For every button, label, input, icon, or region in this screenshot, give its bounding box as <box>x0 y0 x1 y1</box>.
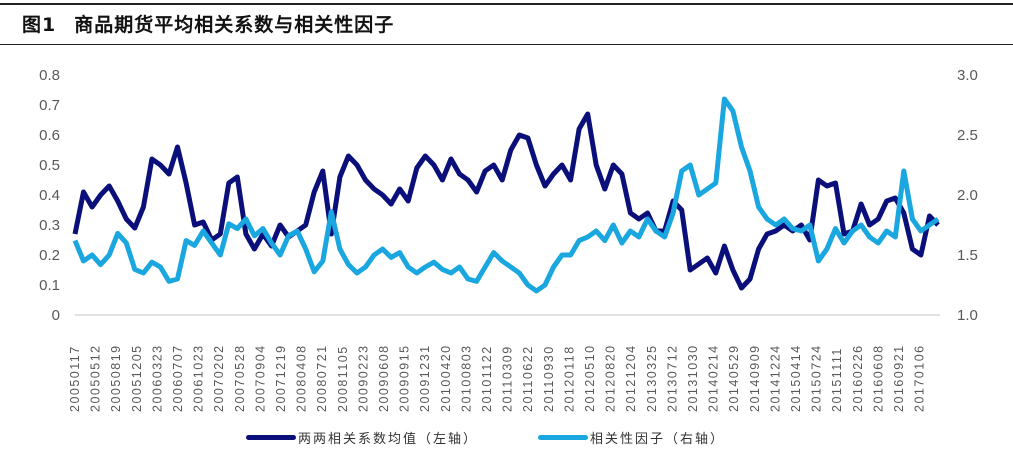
x-tick-label: 20090608 <box>377 344 391 412</box>
x-tick-label: 20090915 <box>398 344 412 412</box>
x-tick-label: 20080721 <box>315 344 329 412</box>
x-tick-label: 20051205 <box>130 344 144 412</box>
x-tick-label: 20100803 <box>459 344 473 412</box>
x-tick-label: 20150724 <box>810 344 824 412</box>
x-tick-label: 20141224 <box>768 344 782 412</box>
chart-title: 图1 商品期货平均相关系数与相关性因子 <box>22 10 394 37</box>
x-tick-label: 20110309 <box>501 345 515 412</box>
x-tick-label: 20091231 <box>418 344 432 412</box>
left-y-tick: 0.8 <box>39 67 60 84</box>
left-y-tick: 0 <box>52 307 60 324</box>
x-tick-label: 20070202 <box>212 344 226 412</box>
x-tick-label: 20080408 <box>295 344 309 412</box>
x-tick-label: 20070904 <box>253 344 267 412</box>
legend-swatch-light-blue <box>538 435 588 440</box>
x-tick-label: 20110622 <box>521 345 535 412</box>
right-y-tick: 1.0 <box>957 307 978 324</box>
x-tick-label: 20150414 <box>789 344 803 412</box>
right-y-axis: 1.0 1.5 2.0 2.5 3.0 <box>957 67 978 324</box>
legend-item-correlation-factor: 相关性因子（右轴） <box>538 428 725 447</box>
x-tick-label: 20101122 <box>480 345 494 412</box>
left-y-axis: 0 0.1 0.2 0.3 0.4 0.5 0.6 0.7 0.8 <box>39 67 60 324</box>
header-bottom-rule <box>0 44 1013 45</box>
x-tick-label: 20130325 <box>645 344 659 412</box>
legend-label: 两两相关系数均值（左轴） <box>298 432 479 447</box>
x-tick-label: 20120118 <box>562 345 576 412</box>
x-tick-label: 20170106 <box>913 344 927 412</box>
series-correlation-factor-line <box>72 96 940 294</box>
x-tick-label: 20081105 <box>336 345 350 412</box>
x-tick-label: 20060707 <box>171 344 185 412</box>
left-y-tick: 0.7 <box>39 97 60 114</box>
left-y-tick: 0.1 <box>39 277 60 294</box>
left-y-tick: 0.2 <box>39 247 60 264</box>
x-tick-label: 20060323 <box>150 344 164 412</box>
x-tick-label: 20160226 <box>851 344 865 412</box>
x-tick-label: 20151111 <box>830 347 844 412</box>
x-tick-label: 20090223 <box>356 344 370 412</box>
x-tick-label: 20131030 <box>686 344 700 412</box>
left-y-tick: 0.6 <box>39 127 60 144</box>
x-tick-label: 20160921 <box>892 344 906 412</box>
x-tick-label: 20140909 <box>748 344 762 412</box>
left-y-tick: 0.3 <box>39 217 60 234</box>
legend-item-avg-correlation: 两两相关系数均值（左轴） <box>246 428 478 447</box>
right-y-tick: 3.0 <box>957 67 978 84</box>
right-y-tick: 1.5 <box>957 247 978 264</box>
x-tick-label: 20160608 <box>871 344 885 412</box>
x-tick-label: 20071219 <box>274 344 288 412</box>
x-tick-label: 20070528 <box>233 344 247 412</box>
x-tick-label: 20050819 <box>109 344 123 412</box>
x-tick-label: 20120820 <box>604 344 618 412</box>
right-y-tick: 2.5 <box>957 127 978 144</box>
x-tick-label: 20140214 <box>707 344 721 412</box>
legend-swatch-dark-blue <box>246 435 296 440</box>
legend-label: 相关性因子（右轴） <box>590 432 726 447</box>
x-axis-tick-labels: 20050117 20050512 20050819 20051205 20060323… <box>68 344 927 412</box>
figure-title-text: 商品期货平均相关系数与相关性因子 <box>74 14 395 36</box>
right-y-tick: 2.0 <box>957 187 978 204</box>
x-tick-label: 20140529 <box>727 344 741 412</box>
x-tick-label: 20120510 <box>583 344 597 412</box>
x-tick-label: 20050512 <box>89 344 103 412</box>
x-tick-label: 20130712 <box>665 344 679 412</box>
left-y-tick: 0.4 <box>39 187 60 204</box>
left-y-tick: 0.5 <box>39 157 60 174</box>
x-tick-label: 20050117 <box>68 345 82 412</box>
x-tick-label: 20110930 <box>542 345 556 412</box>
header-top-rule <box>0 3 1013 5</box>
figure-number: 图1 <box>22 14 57 36</box>
x-tick-label: 20121204 <box>624 344 638 412</box>
x-tick-label: 20100420 <box>439 344 453 412</box>
x-tick-label: 20061023 <box>192 344 206 412</box>
